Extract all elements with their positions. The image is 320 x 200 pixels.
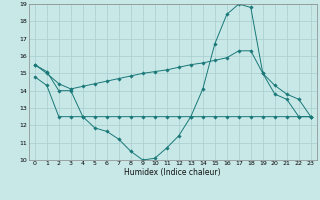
X-axis label: Humidex (Indice chaleur): Humidex (Indice chaleur) bbox=[124, 168, 221, 177]
